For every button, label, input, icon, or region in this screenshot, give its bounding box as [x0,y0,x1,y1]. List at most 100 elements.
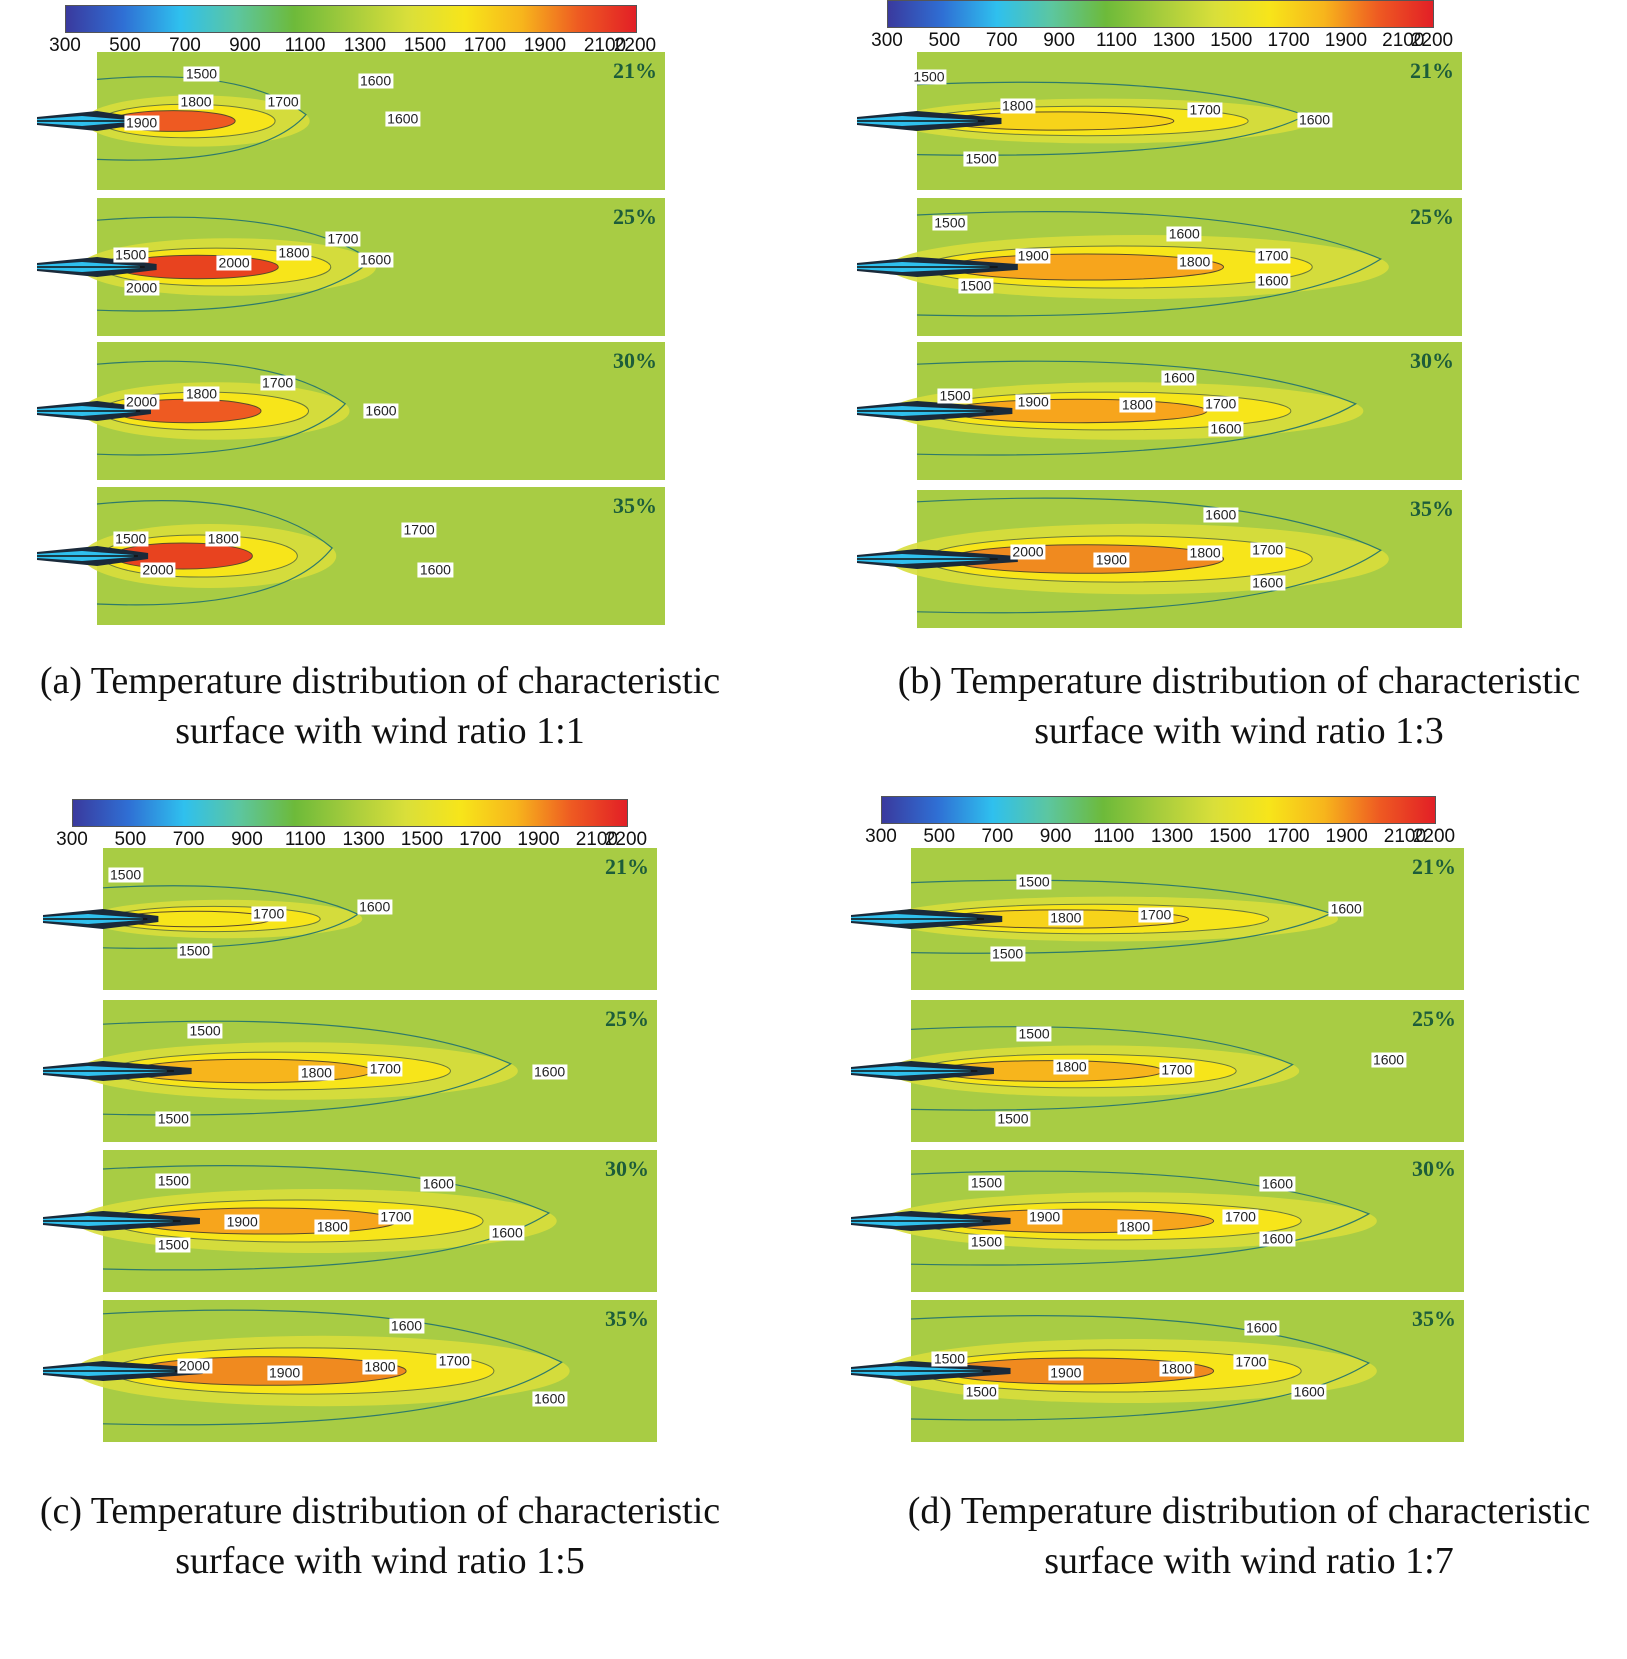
contour-label: 1700 [367,1060,403,1077]
colorbar [72,799,628,827]
contour-label: 1900 [1027,1208,1063,1225]
contour-label: 1600 [1161,369,1197,386]
contour-label: 1600 [1259,1230,1295,1247]
contour-label: 1500 [1016,1025,1052,1042]
oxygen-concentration-label: 35% [613,493,657,518]
contour-label: 1600 [1296,111,1333,128]
colorbar-tick-label: 1700 [459,829,502,850]
oxygen-concentration-label: 21% [1410,58,1454,83]
subfigure-b: 300 500 700 900 1100 1300 1500 1700 1900 2100 2200… [814,0,1627,829]
colorbar-ticks: 300 500 700 900 1100 1300 1500 1700 1900 2100 2200 [49,35,656,57]
colorbar-tick-label: 1100 [284,829,326,850]
contour-label: 1500 [995,1110,1031,1127]
isotherm-1600-line [910,1026,1294,1111]
heatmap-panel: 30% 1500 1600 1900 1800 1700 1600 1500 [43,1150,657,1292]
contour-label: 1500 [176,942,213,959]
oxygen-concentration-label: 25% [1412,1006,1456,1031]
contour-label: 1500 [155,1236,191,1253]
colorbar-tick-label: 2200 [613,35,657,56]
contour-label: 1700 [436,1352,472,1369]
contour-label: 1500 [108,866,144,883]
contour-label: 1800 [1117,1218,1153,1235]
colorbar-tick-label: 900 [1043,30,1075,51]
contour-label: 1900 [1048,1364,1084,1381]
caption-line: (c) Temperature distribution of characte… [39,1490,721,1532]
heatmap-field [37,342,665,480]
contour-label: 1500 [958,277,994,294]
contour-label: 1800 [999,97,1036,114]
colorbar-tick-label: 1700 [1267,30,1310,51]
contour-label: 1700 [1233,1353,1269,1370]
oxygen-concentration-label: 25% [613,204,657,229]
contour-label: 1800 [1048,909,1084,926]
contour-label: 2000 [176,1357,213,1374]
contour-label: 1600 [1259,1175,1295,1192]
colorbar [887,0,1434,28]
heatmap-field [851,1150,1464,1292]
heatmap-panel: 21% 1500 1600 1800 1700 1600 1900 [37,52,665,190]
contour-label: 1600 [1255,272,1291,289]
contour-label: 1700 [1250,541,1286,558]
oxygen-concentration-label: 30% [605,1156,649,1181]
contour-label: 1500 [963,1383,999,1400]
colorbar-ticks: 300 500 700 900 1100 1300 1500 1700 1900 2100 2200 [871,30,1453,52]
heatmap-field [851,848,1464,990]
contour-label: 1500 [113,530,149,547]
heatmap-panel: 21% 1500 1700 1600 1500 [43,848,657,990]
colorbar-tick-label: 2100 [1382,30,1425,51]
colorbar-ticks: 300 500 700 900 1100 1300 1500 1700 1900 2100 2200 [56,829,647,851]
contour-label: 1600 [357,251,394,268]
heatmap-field [43,1150,657,1292]
contour-label: 2000 [1010,543,1046,560]
heatmap-field [851,1000,1464,1142]
oxygen-concentration-label: 30% [613,348,657,373]
contour-label: 1700 [325,230,361,247]
contour-label: 1500 [931,1350,968,1367]
contour-label: 1500 [1016,873,1052,890]
colorbar-tick-label: 300 [871,30,903,51]
contour-label: 1600 [1291,1383,1327,1400]
isotherm-1600-line [96,500,333,606]
contour-label: 1800 [276,244,312,261]
caption-line: surface with wind ratio 1:1 [175,710,585,752]
heatmap-panel: 25% 1500 1600 1900 1800 1700 1500 1600 [857,198,1462,336]
figure-caption: (b) Temperature distribution of characte… [859,656,1619,756]
contour-label: 1900 [124,114,160,131]
contour-label: 2000 [216,254,252,271]
colorbar-tick-label: 1900 [1324,30,1368,51]
colorbar-tick-label: 1500 [1209,826,1252,847]
contour-label: 1600 [1208,420,1244,437]
oxygen-concentration-label: 35% [1410,496,1454,521]
isotherm-1600-line [96,360,347,456]
colorbar-tick-label: 2100 [583,35,627,56]
heatmap-field [37,487,665,625]
contour-label: 1600 [420,1175,456,1192]
contour-label: 1800 [1119,396,1155,413]
contour-label: 1700 [1255,247,1291,264]
subfigure-a: 300 500 700 900 1100 1300 1500 1700 1900 2100 2200… [0,0,813,829]
figure-caption: (a) Temperature distribution of characte… [0,656,760,756]
oxygen-concentration-label: 35% [1412,1306,1456,1331]
isotherm-1600-line [916,497,1382,614]
colorbar-tick-label: 900 [1039,826,1072,847]
contour-label: 1500 [968,1233,1005,1250]
contour-label: 1600 [1166,225,1202,242]
heatmap-panel: 35% 1600 2000 1900 1800 1700 1600 [43,1300,657,1442]
colorbar-tick-label: 1900 [517,829,560,850]
colorbar [65,5,637,33]
contour-label: 1500 [155,1172,191,1189]
colorbar-tick-label: 2100 [575,829,618,850]
colorbar-tick-label: 2200 [604,829,648,850]
contour-label: 1900 [1015,393,1051,410]
isotherm-1600-line [916,360,1358,456]
colorbar-tick-label: 1100 [284,35,326,56]
heatmap-field [43,848,657,990]
colorbar-tick-label: 500 [928,30,961,51]
colorbar-tick-label: 500 [114,829,147,850]
contour-label: 1700 [260,374,296,391]
contour-label: 1700 [1203,395,1239,412]
contour-label: 1800 [314,1218,350,1235]
caption-line: (d) Temperature distribution of characte… [907,1490,1591,1532]
contour-label: 1700 [1187,101,1223,118]
contour-label: 1800 [298,1064,334,1081]
